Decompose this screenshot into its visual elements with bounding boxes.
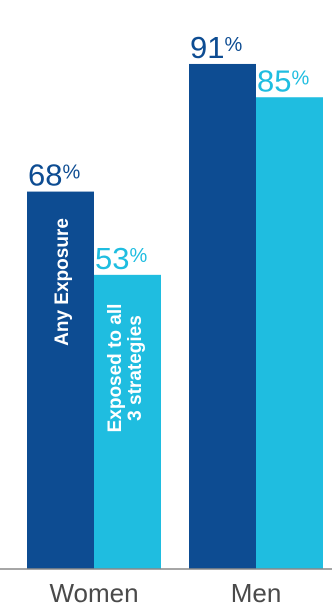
value-label-men-series-2: 85% (257, 63, 309, 98)
category-label-women: Women (49, 578, 138, 608)
value-label-women-series-2: 53% (95, 241, 147, 276)
bar-label-any-exposure: Any Exposure (52, 218, 73, 346)
in-bar-labels-group: Any Exposure Exposed to all 3 strategies (52, 218, 146, 432)
value-label-men-series-1: 91% (190, 30, 242, 65)
value-labels-group: 68% 53% 91% 85% (28, 30, 309, 276)
bars-group (27, 63, 323, 569)
value-label-women-series-1: 68% (28, 158, 80, 193)
bar-label-all-three-line1: Exposed to all (105, 304, 126, 433)
bar-women-series-2 (94, 274, 161, 569)
bar-men-series-1 (189, 63, 256, 569)
category-labels-group: Women Men (49, 578, 281, 608)
bar-men-series-2 (256, 97, 323, 569)
bar-label-all-three-line2: 3 strategies (125, 315, 146, 421)
category-label-men: Men (231, 578, 282, 608)
bar-women-series-1 (27, 191, 94, 569)
